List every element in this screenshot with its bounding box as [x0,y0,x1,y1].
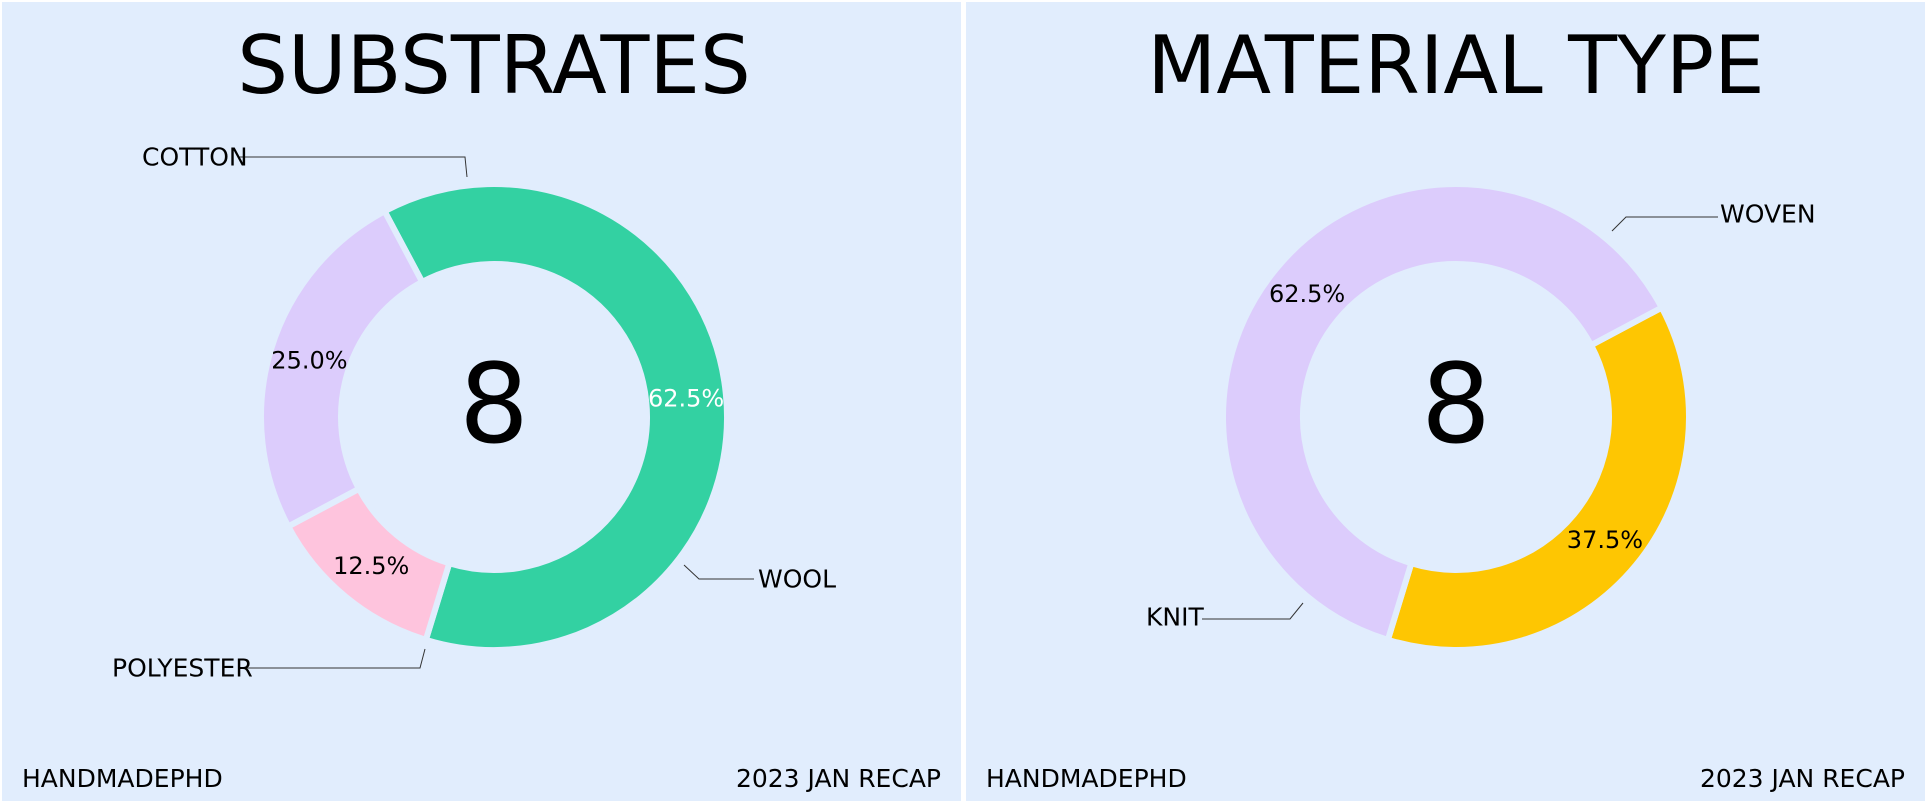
leader-line-wool [683,564,754,580]
material-type-donut: 37.5% WOVEN 62.5% KNIT [1146,181,1816,653]
slice-knit [1220,181,1666,644]
category-label-wool: WOOL [758,565,836,594]
material-type-center-total: 8 [1421,340,1491,468]
slice-polyester [258,207,427,531]
footer-recap: 2023 JAN RECAP [1700,764,1905,793]
category-label-woven: WOVEN [1720,200,1816,229]
category-label-polyester: POLYESTER [112,654,253,683]
value-label-wool: 12.5% [333,552,409,580]
value-label-woven: 37.5% [1567,526,1643,554]
substrates-center-total: 8 [459,340,529,468]
footer-brand: HANDMADEPHD [986,764,1187,793]
value-label-knit: 62.5% [1269,280,1345,308]
substrates-chart-svg: SUBSTRATES 62.5% COTTON 12.5% WOOL 25.0% POLY… [22,19,941,793]
substrates-title: SUBSTRATES [237,19,751,112]
leader-line-knit [1202,602,1304,620]
footer-brand: HANDMADEPHD [22,764,223,793]
value-label-cotton: 62.5% [648,385,724,413]
leader-line-woven [1611,216,1718,232]
slice-cotton [380,181,730,653]
value-label-polyester: 25.0% [271,347,347,375]
slice-woven [1384,303,1692,653]
material-type-chart-svg: MATERIAL TYPE 37.5% WOVEN 62.5% KNIT 8 HAND… [986,19,1905,793]
substrates-donut: 62.5% COTTON 12.5% WOOL 25.0% POLYESTER [112,143,836,683]
footer-recap: 2023 JAN RECAP [736,764,941,793]
category-label-cotton: COTTON [142,143,248,172]
leader-line-cotton [238,156,468,178]
substrates-panel: SUBSTRATES 62.5% COTTON 12.5% WOOL 25.0% POLY… [2,2,961,801]
leader-line-polyester [238,648,426,669]
category-label-knit: KNIT [1146,603,1204,632]
material-type-panel: MATERIAL TYPE 37.5% WOVEN 62.5% KNIT 8 HAND… [966,2,1925,801]
material-type-title: MATERIAL TYPE [1147,19,1764,112]
